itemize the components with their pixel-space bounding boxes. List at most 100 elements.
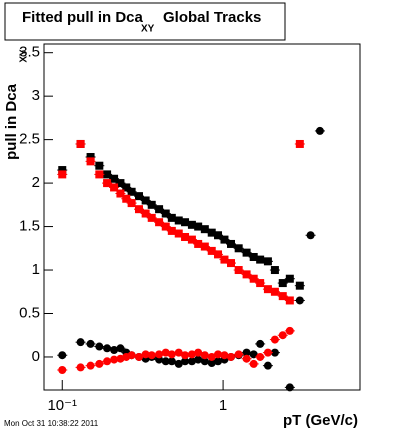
title-box: [4, 2, 286, 41]
point: [242, 354, 251, 363]
point: [242, 348, 251, 357]
point: [249, 359, 258, 368]
point: [86, 153, 95, 162]
point: [147, 213, 156, 222]
point: [155, 218, 164, 227]
point: [256, 279, 265, 288]
x-tick-label: 1: [219, 397, 227, 414]
point: [256, 255, 265, 264]
point: [278, 292, 287, 301]
point: [270, 348, 279, 357]
point: [141, 196, 150, 205]
point: [110, 174, 119, 183]
point: [234, 244, 243, 253]
point: [103, 344, 112, 353]
timestamp: Mon Oct 31 10:38:22 2011: [4, 419, 99, 428]
point: [76, 139, 85, 148]
point: [214, 250, 223, 259]
point: [214, 350, 223, 359]
point: [103, 357, 112, 366]
point: [122, 194, 131, 203]
point: [295, 281, 304, 290]
point: [285, 326, 294, 335]
point: [207, 352, 216, 361]
y-axis-label: pull in Dca: [3, 83, 20, 160]
point: [167, 213, 176, 222]
point: [95, 170, 104, 179]
point: [147, 200, 156, 209]
point: [58, 170, 67, 179]
chart-title: Fitted pull in Dca: [22, 9, 143, 26]
point: [181, 351, 190, 360]
point: [278, 279, 287, 288]
point: [256, 339, 265, 348]
point: [174, 348, 183, 357]
point: [207, 246, 216, 255]
point: [103, 179, 112, 188]
point: [214, 231, 223, 240]
point: [161, 209, 170, 218]
point: [167, 226, 176, 235]
plot-frame: [43, 43, 361, 391]
point: [242, 270, 251, 279]
y-label-subscript: XY: [19, 49, 30, 63]
point: [161, 357, 170, 366]
point: [181, 232, 190, 241]
point: [161, 222, 170, 231]
point: [234, 350, 243, 359]
x-axis-label: pT (GeV/c): [283, 412, 358, 429]
point: [295, 296, 304, 305]
point: [174, 359, 183, 368]
point: [127, 351, 136, 360]
point: [295, 139, 304, 148]
point: [134, 205, 143, 214]
point: [147, 351, 156, 360]
point: [95, 359, 104, 368]
point: [174, 216, 183, 225]
x-tick-label: 10⁻¹: [47, 397, 77, 414]
point: [116, 189, 125, 198]
point: [194, 239, 203, 248]
y-tick-label: 2: [32, 174, 40, 191]
point: [194, 355, 203, 364]
point: [181, 218, 190, 227]
point: [116, 344, 125, 353]
y-tick-label: 3: [32, 87, 40, 104]
point: [200, 242, 209, 251]
point: [86, 361, 95, 370]
point: [263, 348, 272, 357]
point: [194, 222, 203, 231]
point: [187, 235, 196, 244]
point: [270, 335, 279, 344]
point: [200, 225, 209, 234]
point: [76, 338, 85, 347]
point: [249, 274, 258, 283]
point: [155, 205, 164, 214]
point: [285, 296, 294, 305]
point: [263, 285, 272, 294]
y-tick-label: 1.5: [19, 218, 40, 235]
point: [155, 350, 164, 359]
point: [86, 339, 95, 348]
point: [95, 342, 104, 351]
point: [249, 350, 258, 359]
point: [181, 357, 190, 366]
point: [194, 348, 203, 357]
point: [249, 252, 258, 261]
point: [234, 266, 243, 275]
point: [127, 187, 136, 196]
point: [110, 355, 119, 364]
point: [167, 357, 176, 366]
point: [263, 257, 272, 266]
point: [207, 228, 216, 237]
point: [306, 231, 315, 240]
y-tick-label: 0: [32, 348, 40, 365]
point: [227, 239, 236, 248]
point: [127, 199, 136, 208]
point: [110, 183, 119, 192]
point: [86, 157, 95, 166]
y-tick-label: 2.5: [19, 131, 40, 148]
point: [116, 179, 125, 188]
point: [167, 350, 176, 359]
